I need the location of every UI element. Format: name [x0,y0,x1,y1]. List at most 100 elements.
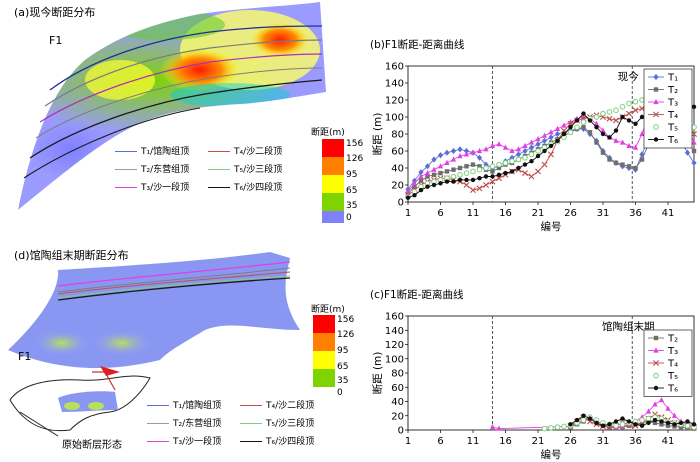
chart-c-xtick-label: 1 [405,436,411,447]
colorbar-a-level-4: 35 [346,201,358,211]
chart-b-point [490,174,495,179]
chart-c-series-line-1 [492,399,695,430]
chart-b-point [632,144,639,150]
chart-b-point [470,149,476,155]
colorbar-d-swatch-1 [313,333,335,351]
chart-c-point [619,421,626,428]
chart-b-point [431,156,437,163]
chart-c-point [665,423,671,428]
colorbar-a-level-3: 65 [346,186,358,196]
chart-b-point [476,154,483,161]
chart-b-point [515,146,522,152]
chart-c-point [658,396,665,403]
chart-b-point [444,149,450,156]
chart-c-point [684,422,691,429]
chart-c-point [626,419,632,424]
chart-c-xtick-label: 41 [662,436,675,447]
chart-b-point [606,109,613,115]
chart-b-point [425,174,430,179]
chart-b-point [633,121,638,127]
chart-b-xtick-label: 26 [564,208,577,219]
chart-b-point [535,148,541,154]
legend-d-t6: T₆/沙四段顶 [240,434,314,447]
chart-b-point [431,172,437,177]
chart-b-point [632,98,639,105]
chart-c-point [685,419,690,424]
chart-c-xtick-label: 36 [629,436,642,447]
chart-b-point [457,177,463,183]
chart-b-point [555,138,560,143]
chart-b-point [476,147,483,154]
chart-b-legend-label: T₂ [667,85,678,96]
colorbar-a-level-2: 95 [346,170,358,180]
chart-c-point [652,401,658,407]
chart-b-point [483,174,489,179]
chart-b-point [405,188,411,194]
chart-c-point [496,425,502,431]
chart-b-legend-marker [653,73,659,81]
colorbar-a-swatch-0 [322,139,344,157]
chart-c-ytick-label: 120 [385,340,404,351]
chart-b-point [613,107,619,113]
chart-b-legend-label: T₄ [667,110,678,121]
panel-d-map [8,252,300,437]
chart-b-point [600,127,606,133]
chart-b-point [639,114,645,120]
chart-c-point [678,420,684,426]
chart-c-point [548,425,554,431]
chart-c-point [639,417,645,423]
legend-d-t1: T₁/馆陶组顶 [147,398,221,411]
chart-b-point [626,110,632,117]
chart-b-legend-marker [653,137,659,142]
chart-c-ytick-label: 60 [391,383,404,394]
chart-b-point [418,169,424,176]
chart-b-point [489,142,496,148]
chart-b-legend-label: T₆ [667,135,678,146]
chart-b-point [438,170,443,176]
chart-b-point [450,173,457,180]
chart-b-xtick-label: 31 [597,208,610,219]
chart-b-point [626,142,632,148]
legend-d-t2: T₂/东营组顶 [147,416,221,429]
chart-c-point [672,422,677,427]
legend-a-t5: T₅/沙三段顶 [208,162,282,175]
chart-c-point [639,423,645,428]
chart-b-point [528,173,535,180]
colorbar-a-swatch-3 [322,193,344,211]
chart-b-point [502,160,509,166]
chart-c-xtick-label: 26 [564,436,577,447]
chart-b-point [496,172,502,177]
chart-b-point [548,143,554,149]
chart-b-point [464,164,469,169]
chart-b-point [496,165,502,171]
chart-b-point [476,185,483,192]
chart-c-point [554,424,561,430]
chart-c-point [645,415,652,422]
colorbar-d-level-3: 65 [337,362,349,372]
chart-b-legend-marker [653,111,659,118]
chart-b-ytick-label: 60 [391,147,404,158]
chart-b-point [451,179,456,184]
chart-b-point [463,147,470,155]
chart-b-annotation: 现今 [618,70,639,83]
chart-b-point [613,137,619,143]
chart-b-point [437,152,444,159]
chart-b-point [593,120,600,126]
chart-c-point [652,420,658,426]
chart-b-ytick-label: 0 [398,198,404,209]
chart-b-title: (b)F1断距-距离曲线 [370,38,465,51]
chart-c-xtick-label: 31 [597,436,610,447]
legend-a-t3: T₃/沙一段顶 [115,180,189,193]
chart-b-point [691,104,697,110]
chart-b-point [424,170,431,176]
chart-b-point [581,125,586,130]
chart-c-point [665,405,671,411]
chart-b-point [607,157,612,162]
chart-c-point [561,423,567,430]
chart-b-point [425,184,430,189]
chart-b-xlabel: 编号 [541,220,562,233]
chart-c-legend-marker [653,360,659,366]
chart-b-point [438,181,443,186]
chart-c-legend-label: T₃ [667,346,678,357]
